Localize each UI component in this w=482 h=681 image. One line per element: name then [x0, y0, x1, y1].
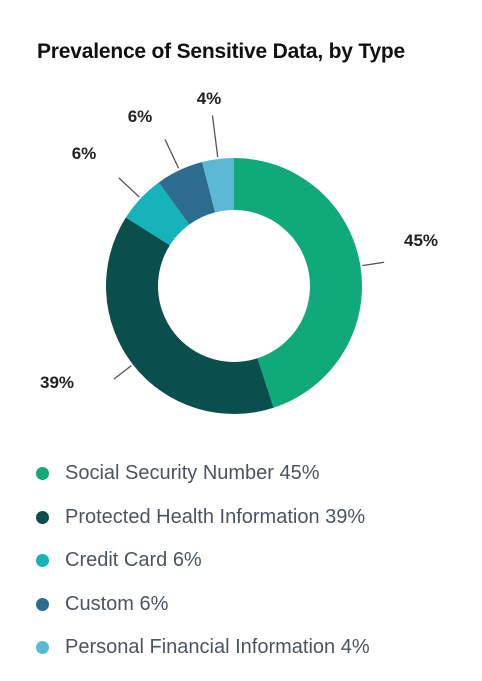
data-label-social-security-number: 45%: [404, 231, 438, 250]
slice-custom: [158, 162, 216, 225]
data-label-personal-financial-information: 4%: [197, 89, 222, 108]
legend-label: Personal Financial Information 4%: [65, 636, 370, 659]
legend-item-protected-health-information: Protected Health Information 39%: [36, 496, 370, 540]
chart-legend: Social Security Number 45% Protected Heal…: [36, 452, 370, 670]
leader-line-personal-financial-information: [211, 115, 219, 158]
data-label-credit-card: 6%: [72, 144, 97, 163]
slice-social-security-number: [234, 158, 362, 408]
data-label-protected-health-information: 39%: [40, 373, 74, 392]
donut-chart: 45% 39% 6% 6% 4%: [40, 89, 438, 414]
legend-label: Protected Health Information 39%: [65, 505, 366, 528]
legend-item-custom: Custom 6%: [36, 583, 370, 627]
legend-swatch: [36, 641, 49, 655]
leader-line-protected-health-information: [113, 365, 132, 380]
leader-line-social-security-number: [362, 261, 385, 267]
legend-label: Custom 6%: [65, 592, 169, 615]
slice-credit-card: [125, 182, 190, 246]
legend-swatch: [36, 554, 49, 568]
chart-title: Prevalence of Sensitive Data, by Type: [37, 40, 406, 63]
legend-item-credit-card: Credit Card 6%: [36, 539, 370, 583]
leader-line-credit-card: [118, 177, 140, 198]
legend-item-personal-financial-information: Personal Financial Information 4%: [36, 626, 370, 670]
legend-swatch: [36, 510, 49, 524]
slice-personal-financial-information: [202, 158, 234, 213]
data-label-custom: 6%: [128, 107, 153, 126]
legend-label: Credit Card 6%: [65, 549, 202, 572]
donut-chart-svg: 45% 39% 6% 6% 4%: [40, 89, 438, 414]
legend-swatch: [36, 597, 49, 611]
legend-item-social-security-number: Social Security Number 45%: [36, 452, 370, 496]
slice-protected-health-information: [106, 217, 274, 414]
legend-swatch: [36, 467, 49, 481]
legend-label: Social Security Number 45%: [65, 462, 320, 485]
leader-line-custom: [164, 139, 180, 169]
